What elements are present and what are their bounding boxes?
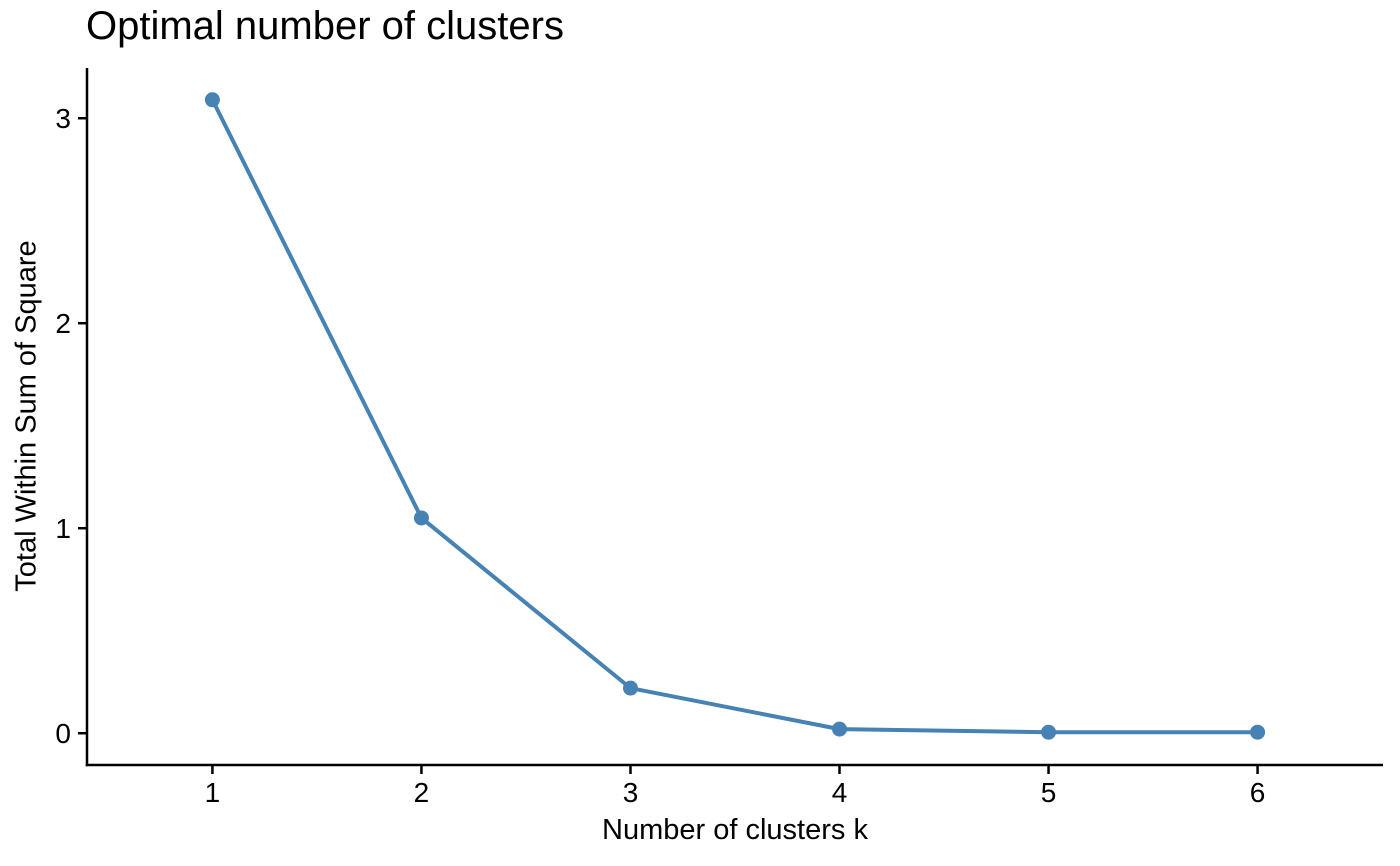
y-tick-label: 1 bbox=[55, 513, 71, 544]
y-tick-label: 0 bbox=[55, 718, 71, 749]
data-point bbox=[1041, 724, 1057, 740]
chart-title: Optimal number of clusters bbox=[86, 4, 564, 48]
y-tick-label: 2 bbox=[55, 308, 71, 339]
y-tick-label: 3 bbox=[55, 103, 71, 134]
data-point bbox=[622, 680, 638, 696]
x-tick-label: 6 bbox=[1250, 777, 1266, 808]
x-tick-label: 4 bbox=[832, 777, 848, 808]
x-tick-label: 1 bbox=[205, 777, 221, 808]
y-axis-title: Total Within Sum of Square bbox=[10, 240, 43, 592]
data-point bbox=[832, 721, 848, 737]
x-axis-title: Number of clusters k bbox=[602, 814, 868, 846]
data-point bbox=[1250, 724, 1266, 740]
x-tick-label: 3 bbox=[623, 777, 639, 808]
data-point bbox=[413, 510, 429, 526]
x-tick-label: 5 bbox=[1041, 777, 1057, 808]
x-tick-label: 2 bbox=[414, 777, 430, 808]
series-line bbox=[210, 98, 1258, 735]
data-point bbox=[204, 92, 220, 108]
